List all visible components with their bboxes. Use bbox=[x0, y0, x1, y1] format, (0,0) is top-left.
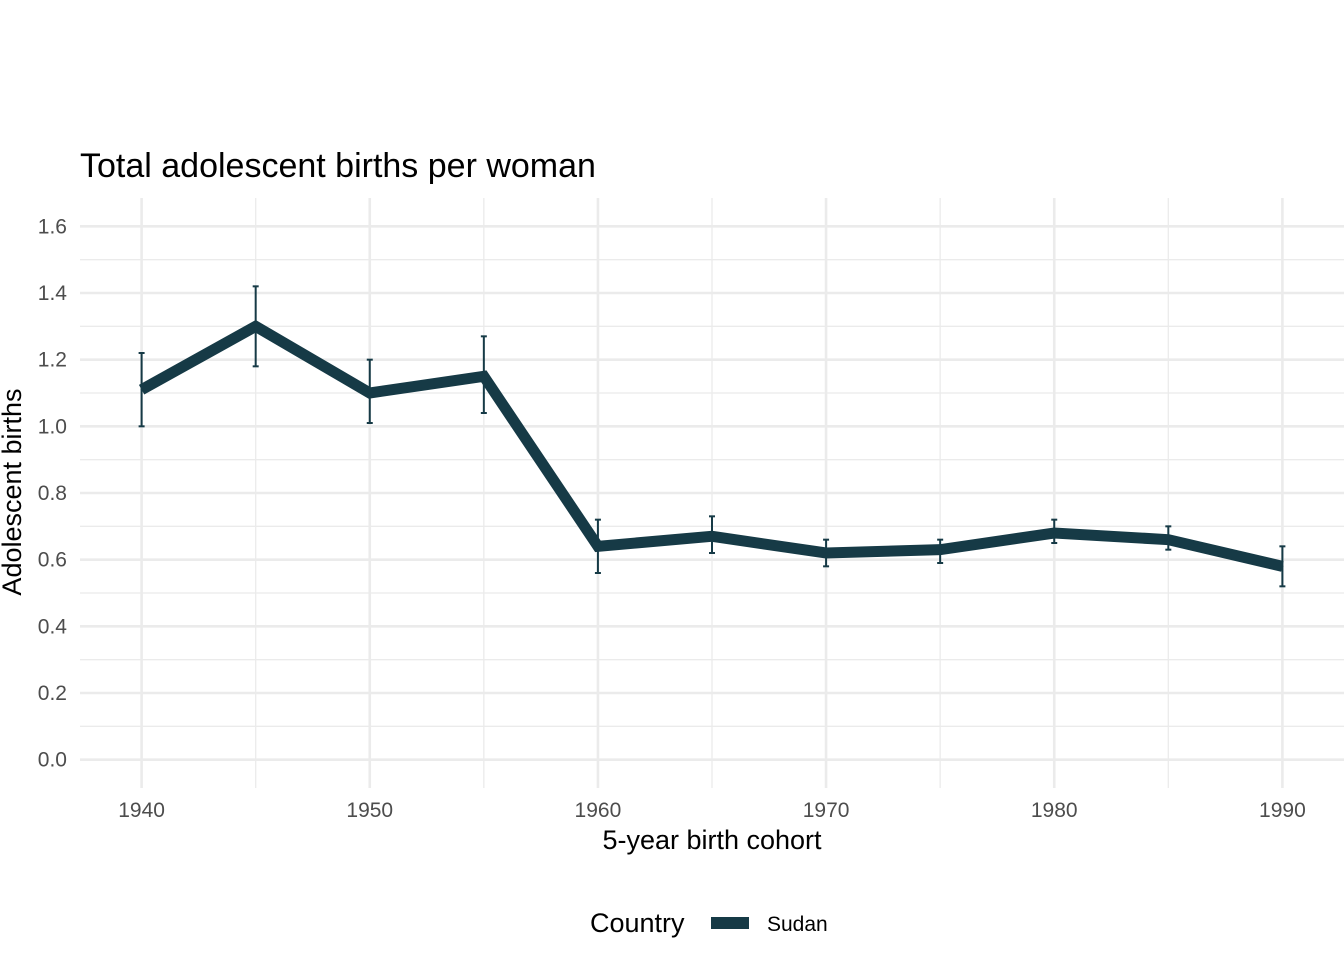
series-layer bbox=[138, 285, 1286, 588]
x-tick-label: 1950 bbox=[346, 799, 393, 822]
data-point bbox=[1167, 538, 1170, 541]
y-tick-label: 0.0 bbox=[38, 749, 67, 772]
y-tick-label: 0.6 bbox=[38, 549, 67, 572]
y-tick-label: 1.6 bbox=[38, 215, 67, 238]
y-axis-ticks: 0.0 0.2 0.4 0.6 0.8 1.0 1.2 1.4 1.6 bbox=[38, 215, 68, 771]
y-tick-label: 1.4 bbox=[38, 282, 68, 305]
data-point bbox=[254, 325, 257, 328]
data-point bbox=[368, 392, 371, 394]
y-tick-label: 0.4 bbox=[38, 615, 68, 638]
data-point bbox=[1053, 532, 1056, 534]
y-axis-title: Adolescent births bbox=[0, 388, 27, 595]
y-tick-label: 0.8 bbox=[38, 482, 67, 505]
data-point bbox=[482, 375, 485, 378]
error-bar bbox=[1051, 518, 1058, 544]
data-point bbox=[939, 548, 942, 551]
error-bar bbox=[1165, 525, 1172, 551]
legend: Country Sudan bbox=[590, 908, 828, 938]
x-tick-label: 1940 bbox=[118, 799, 165, 822]
x-tick-label: 1990 bbox=[1259, 799, 1306, 822]
data-point bbox=[1281, 565, 1284, 568]
error-bar bbox=[480, 335, 487, 414]
x-tick-label: 1960 bbox=[575, 799, 622, 822]
x-axis-title: 5-year birth cohort bbox=[602, 825, 822, 855]
y-tick-label: 1.2 bbox=[38, 349, 67, 372]
legend-key-sudan bbox=[711, 917, 749, 929]
legend-label-sudan: Sudan bbox=[767, 913, 828, 936]
error-bar bbox=[366, 358, 373, 424]
x-tick-label: 1970 bbox=[803, 799, 850, 822]
y-tick-label: 1.0 bbox=[38, 415, 67, 438]
x-tick-label: 1980 bbox=[1031, 799, 1078, 822]
grid bbox=[80, 198, 1344, 788]
x-axis-ticks: 1940 1950 1960 1970 1980 1990 bbox=[118, 799, 1306, 822]
data-point bbox=[711, 535, 713, 538]
legend-title: Country bbox=[590, 908, 685, 938]
data-point bbox=[596, 545, 599, 548]
error-bar bbox=[709, 515, 715, 554]
data-point bbox=[140, 388, 143, 391]
y-tick-label: 0.2 bbox=[38, 682, 67, 705]
chart-title: Total adolescent births per woman bbox=[80, 147, 596, 185]
error-bar bbox=[937, 538, 944, 564]
data-point bbox=[825, 552, 828, 554]
